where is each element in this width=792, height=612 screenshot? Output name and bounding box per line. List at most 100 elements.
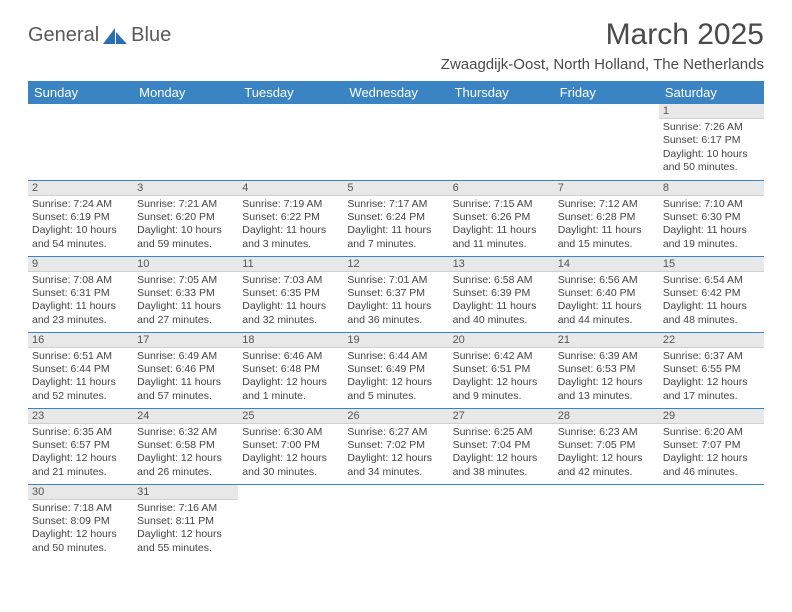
weekday-header: Tuesday bbox=[238, 81, 343, 104]
cell-body: Sunrise: 7:10 AMSunset: 6:30 PMDaylight:… bbox=[659, 196, 764, 254]
cell-body: Sunrise: 7:19 AMSunset: 6:22 PMDaylight:… bbox=[238, 196, 343, 254]
calendar-cell bbox=[554, 484, 659, 560]
sunrise-text: Sunrise: 7:03 AM bbox=[242, 274, 339, 287]
day-number: 16 bbox=[28, 333, 133, 348]
cell-body: Sunrise: 6:46 AMSunset: 6:48 PMDaylight:… bbox=[238, 348, 343, 406]
cell-body: Sunrise: 6:51 AMSunset: 6:44 PMDaylight:… bbox=[28, 348, 133, 406]
sunrise-text: Sunrise: 6:49 AM bbox=[137, 350, 234, 363]
weekday-header: Sunday bbox=[28, 81, 133, 104]
daylight-text: Daylight: 12 hours and 17 minutes. bbox=[663, 376, 760, 403]
calendar-cell: 6Sunrise: 7:15 AMSunset: 6:26 PMDaylight… bbox=[449, 180, 554, 256]
sunset-text: Sunset: 7:04 PM bbox=[453, 439, 550, 452]
sunset-text: Sunset: 6:51 PM bbox=[453, 363, 550, 376]
daylight-text: Daylight: 12 hours and 38 minutes. bbox=[453, 452, 550, 479]
calendar-cell bbox=[133, 104, 238, 180]
calendar-cell bbox=[343, 104, 448, 180]
calendar-row: 2Sunrise: 7:24 AMSunset: 6:19 PMDaylight… bbox=[28, 180, 764, 256]
sunrise-text: Sunrise: 6:32 AM bbox=[137, 426, 234, 439]
sunrise-text: Sunrise: 6:54 AM bbox=[663, 274, 760, 287]
day-number: 17 bbox=[133, 333, 238, 348]
calendar-cell: 24Sunrise: 6:32 AMSunset: 6:58 PMDayligh… bbox=[133, 408, 238, 484]
daylight-text: Daylight: 11 hours and 52 minutes. bbox=[32, 376, 129, 403]
calendar-cell bbox=[343, 484, 448, 560]
day-number: 5 bbox=[343, 181, 448, 196]
sunset-text: Sunset: 6:58 PM bbox=[137, 439, 234, 452]
daylight-text: Daylight: 12 hours and 5 minutes. bbox=[347, 376, 444, 403]
sunrise-text: Sunrise: 7:24 AM bbox=[32, 198, 129, 211]
day-number: 6 bbox=[449, 181, 554, 196]
day-number bbox=[554, 485, 659, 499]
sunset-text: Sunset: 6:53 PM bbox=[558, 363, 655, 376]
sunrise-text: Sunrise: 6:27 AM bbox=[347, 426, 444, 439]
sunset-text: Sunset: 6:35 PM bbox=[242, 287, 339, 300]
cell-body: Sunrise: 7:03 AMSunset: 6:35 PMDaylight:… bbox=[238, 272, 343, 330]
sunset-text: Sunset: 6:37 PM bbox=[347, 287, 444, 300]
calendar-cell: 27Sunrise: 6:25 AMSunset: 7:04 PMDayligh… bbox=[449, 408, 554, 484]
day-number: 24 bbox=[133, 409, 238, 424]
calendar-cell: 25Sunrise: 6:30 AMSunset: 7:00 PMDayligh… bbox=[238, 408, 343, 484]
day-number: 21 bbox=[554, 333, 659, 348]
sunset-text: Sunset: 6:46 PM bbox=[137, 363, 234, 376]
sunrise-text: Sunrise: 7:26 AM bbox=[663, 121, 760, 134]
daylight-text: Daylight: 11 hours and 32 minutes. bbox=[242, 300, 339, 327]
calendar-cell: 26Sunrise: 6:27 AMSunset: 7:02 PMDayligh… bbox=[343, 408, 448, 484]
calendar-cell: 22Sunrise: 6:37 AMSunset: 6:55 PMDayligh… bbox=[659, 332, 764, 408]
sunrise-text: Sunrise: 6:25 AM bbox=[453, 426, 550, 439]
calendar-cell bbox=[238, 484, 343, 560]
day-number: 25 bbox=[238, 409, 343, 424]
sunrise-text: Sunrise: 6:23 AM bbox=[558, 426, 655, 439]
day-number: 12 bbox=[343, 257, 448, 272]
daylight-text: Daylight: 12 hours and 46 minutes. bbox=[663, 452, 760, 479]
sunrise-text: Sunrise: 7:18 AM bbox=[32, 502, 129, 515]
sunrise-text: Sunrise: 7:08 AM bbox=[32, 274, 129, 287]
cell-body: Sunrise: 7:18 AMSunset: 8:09 PMDaylight:… bbox=[28, 500, 133, 558]
calendar-cell bbox=[449, 484, 554, 560]
daylight-text: Daylight: 11 hours and 19 minutes. bbox=[663, 224, 760, 251]
day-number: 10 bbox=[133, 257, 238, 272]
daylight-text: Daylight: 11 hours and 36 minutes. bbox=[347, 300, 444, 327]
sunset-text: Sunset: 6:39 PM bbox=[453, 287, 550, 300]
sunset-text: Sunset: 6:20 PM bbox=[137, 211, 234, 224]
day-number: 30 bbox=[28, 485, 133, 500]
day-number: 13 bbox=[449, 257, 554, 272]
weekday-header: Friday bbox=[554, 81, 659, 104]
calendar-cell: 12Sunrise: 7:01 AMSunset: 6:37 PMDayligh… bbox=[343, 256, 448, 332]
calendar-cell: 31Sunrise: 7:16 AMSunset: 8:11 PMDayligh… bbox=[133, 484, 238, 560]
cell-body: Sunrise: 6:23 AMSunset: 7:05 PMDaylight:… bbox=[554, 424, 659, 482]
sunset-text: Sunset: 6:17 PM bbox=[663, 134, 760, 147]
cell-body: Sunrise: 7:24 AMSunset: 6:19 PMDaylight:… bbox=[28, 196, 133, 254]
daylight-text: Daylight: 12 hours and 34 minutes. bbox=[347, 452, 444, 479]
day-number bbox=[133, 104, 238, 118]
calendar-cell bbox=[449, 104, 554, 180]
sunset-text: Sunset: 6:22 PM bbox=[242, 211, 339, 224]
cell-body: Sunrise: 6:37 AMSunset: 6:55 PMDaylight:… bbox=[659, 348, 764, 406]
calendar-cell: 9Sunrise: 7:08 AMSunset: 6:31 PMDaylight… bbox=[28, 256, 133, 332]
sunrise-text: Sunrise: 6:20 AM bbox=[663, 426, 760, 439]
sunrise-text: Sunrise: 6:30 AM bbox=[242, 426, 339, 439]
day-number bbox=[554, 104, 659, 118]
daylight-text: Daylight: 11 hours and 23 minutes. bbox=[32, 300, 129, 327]
weekday-header: Thursday bbox=[449, 81, 554, 104]
sunset-text: Sunset: 7:07 PM bbox=[663, 439, 760, 452]
day-number bbox=[449, 104, 554, 118]
daylight-text: Daylight: 10 hours and 59 minutes. bbox=[137, 224, 234, 251]
sunrise-text: Sunrise: 7:17 AM bbox=[347, 198, 444, 211]
cell-body: Sunrise: 6:39 AMSunset: 6:53 PMDaylight:… bbox=[554, 348, 659, 406]
cell-body: Sunrise: 7:21 AMSunset: 6:20 PMDaylight:… bbox=[133, 196, 238, 254]
cell-body: Sunrise: 7:15 AMSunset: 6:26 PMDaylight:… bbox=[449, 196, 554, 254]
sunrise-text: Sunrise: 7:12 AM bbox=[558, 198, 655, 211]
sunset-text: Sunset: 7:05 PM bbox=[558, 439, 655, 452]
calendar-row: 16Sunrise: 6:51 AMSunset: 6:44 PMDayligh… bbox=[28, 332, 764, 408]
day-number: 20 bbox=[449, 333, 554, 348]
day-number bbox=[343, 104, 448, 118]
cell-body: Sunrise: 7:16 AMSunset: 8:11 PMDaylight:… bbox=[133, 500, 238, 558]
daylight-text: Daylight: 11 hours and 11 minutes. bbox=[453, 224, 550, 251]
sunset-text: Sunset: 7:02 PM bbox=[347, 439, 444, 452]
day-number bbox=[238, 104, 343, 118]
day-number: 18 bbox=[238, 333, 343, 348]
day-number bbox=[449, 485, 554, 499]
daylight-text: Daylight: 12 hours and 30 minutes. bbox=[242, 452, 339, 479]
calendar-cell: 10Sunrise: 7:05 AMSunset: 6:33 PMDayligh… bbox=[133, 256, 238, 332]
sunrise-text: Sunrise: 6:39 AM bbox=[558, 350, 655, 363]
calendar-cell: 23Sunrise: 6:35 AMSunset: 6:57 PMDayligh… bbox=[28, 408, 133, 484]
